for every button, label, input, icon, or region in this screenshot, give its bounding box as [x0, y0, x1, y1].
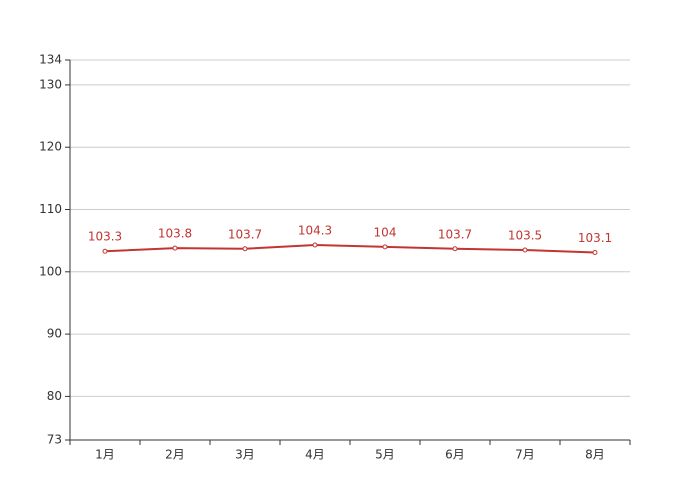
y-tick-label: 130 — [39, 77, 62, 91]
data-label: 103.7 — [438, 227, 472, 241]
data-label: 104 — [374, 225, 397, 239]
y-tick-label: 100 — [39, 264, 62, 278]
data-label: 103.1 — [578, 231, 612, 245]
point — [382, 244, 388, 250]
data-label: 103.7 — [228, 227, 262, 241]
y-tick-label: 80 — [47, 389, 62, 403]
x-tick-label: 5月 — [375, 448, 395, 462]
y-tick-label: 73 — [47, 433, 62, 447]
x-tick-label: 2月 — [165, 448, 185, 462]
point — [522, 247, 528, 253]
point — [312, 242, 318, 248]
x-tick-label: 4月 — [305, 448, 325, 462]
x-tick-label: 7月 — [515, 448, 535, 462]
x-tick-label: 1月 — [95, 448, 115, 462]
y-tick-label: 120 — [39, 140, 62, 154]
point — [592, 249, 598, 255]
point — [242, 246, 248, 252]
point — [172, 245, 178, 251]
data-label: 103.5 — [508, 229, 542, 243]
y-tick-label: 90 — [47, 327, 62, 341]
point — [102, 248, 108, 254]
data-label: 103.3 — [88, 230, 122, 244]
y-tick-label: 134 — [39, 53, 62, 67]
x-tick-label: 3月 — [235, 448, 255, 462]
point — [452, 246, 458, 252]
data-label: 103.8 — [158, 227, 192, 241]
x-tick-label: 8月 — [585, 448, 605, 462]
data-label: 104.3 — [298, 224, 332, 238]
line — [104, 244, 596, 254]
y-tick-label: 110 — [39, 202, 62, 216]
x-tick-label: 6月 — [445, 448, 465, 462]
